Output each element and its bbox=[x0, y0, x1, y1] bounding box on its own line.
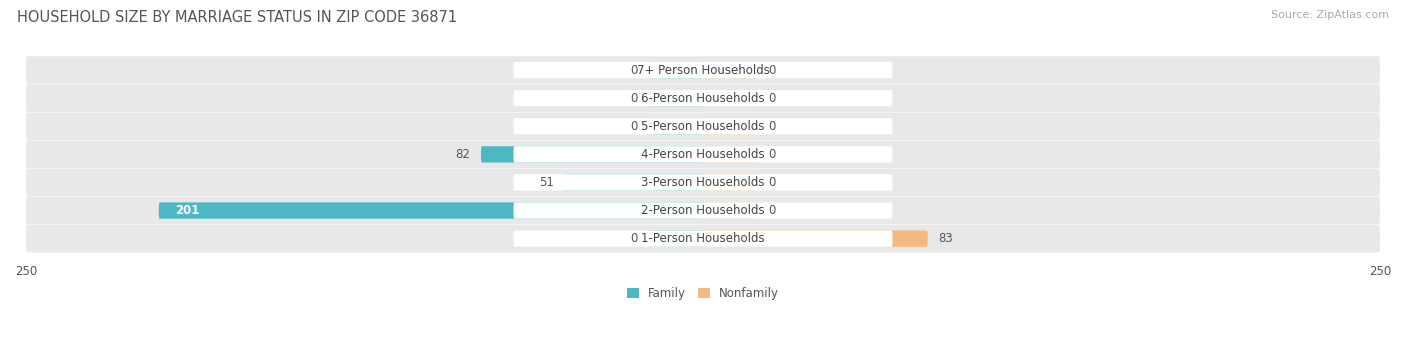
Text: 201: 201 bbox=[174, 204, 200, 217]
Legend: Family, Nonfamily: Family, Nonfamily bbox=[627, 287, 779, 300]
FancyBboxPatch shape bbox=[27, 225, 1379, 252]
Text: 0: 0 bbox=[768, 176, 775, 189]
Text: 0: 0 bbox=[768, 64, 775, 76]
Text: 0: 0 bbox=[768, 120, 775, 133]
FancyBboxPatch shape bbox=[565, 174, 703, 191]
FancyBboxPatch shape bbox=[27, 169, 1379, 196]
Text: 0: 0 bbox=[631, 64, 638, 76]
FancyBboxPatch shape bbox=[27, 140, 1379, 168]
FancyBboxPatch shape bbox=[703, 146, 758, 163]
FancyBboxPatch shape bbox=[513, 231, 893, 247]
Text: 7+ Person Households: 7+ Person Households bbox=[637, 64, 769, 76]
FancyBboxPatch shape bbox=[703, 62, 758, 78]
Text: 6-Person Households: 6-Person Households bbox=[641, 92, 765, 105]
FancyBboxPatch shape bbox=[648, 62, 703, 78]
FancyBboxPatch shape bbox=[648, 231, 703, 247]
FancyBboxPatch shape bbox=[513, 118, 893, 134]
FancyBboxPatch shape bbox=[648, 90, 703, 106]
Text: 83: 83 bbox=[939, 232, 953, 245]
Text: 5-Person Households: 5-Person Households bbox=[641, 120, 765, 133]
FancyBboxPatch shape bbox=[703, 202, 758, 219]
FancyBboxPatch shape bbox=[27, 197, 1379, 224]
FancyBboxPatch shape bbox=[648, 118, 703, 134]
FancyBboxPatch shape bbox=[703, 174, 758, 191]
FancyBboxPatch shape bbox=[159, 202, 703, 219]
FancyBboxPatch shape bbox=[513, 174, 893, 191]
Text: 4-Person Households: 4-Person Households bbox=[641, 148, 765, 161]
FancyBboxPatch shape bbox=[27, 113, 1379, 140]
FancyBboxPatch shape bbox=[703, 90, 758, 106]
Text: 0: 0 bbox=[768, 92, 775, 105]
FancyBboxPatch shape bbox=[703, 118, 758, 134]
FancyBboxPatch shape bbox=[513, 202, 893, 219]
FancyBboxPatch shape bbox=[27, 56, 1379, 84]
Text: 0: 0 bbox=[631, 92, 638, 105]
Text: 51: 51 bbox=[540, 176, 554, 189]
FancyBboxPatch shape bbox=[703, 231, 928, 247]
FancyBboxPatch shape bbox=[513, 146, 893, 163]
Text: 0: 0 bbox=[631, 120, 638, 133]
FancyBboxPatch shape bbox=[513, 62, 893, 78]
FancyBboxPatch shape bbox=[27, 84, 1379, 112]
Text: 2-Person Households: 2-Person Households bbox=[641, 204, 765, 217]
Text: 0: 0 bbox=[768, 148, 775, 161]
Text: 0: 0 bbox=[768, 204, 775, 217]
FancyBboxPatch shape bbox=[481, 146, 703, 163]
Text: 1-Person Households: 1-Person Households bbox=[641, 232, 765, 245]
Text: 0: 0 bbox=[631, 232, 638, 245]
Text: 82: 82 bbox=[456, 148, 470, 161]
Text: HOUSEHOLD SIZE BY MARRIAGE STATUS IN ZIP CODE 36871: HOUSEHOLD SIZE BY MARRIAGE STATUS IN ZIP… bbox=[17, 10, 457, 25]
Text: Source: ZipAtlas.com: Source: ZipAtlas.com bbox=[1271, 10, 1389, 20]
Text: 3-Person Households: 3-Person Households bbox=[641, 176, 765, 189]
FancyBboxPatch shape bbox=[513, 90, 893, 106]
